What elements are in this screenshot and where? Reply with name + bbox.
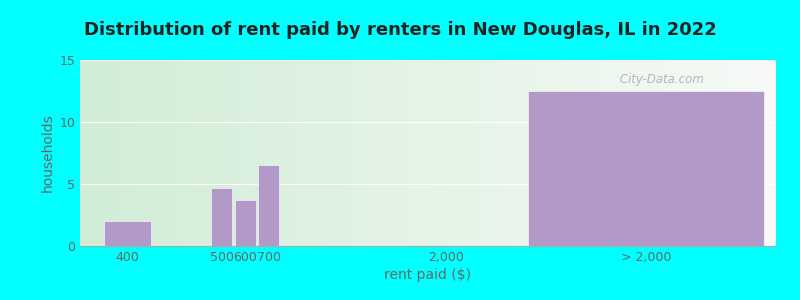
Text: City-Data.com: City-Data.com	[616, 73, 704, 86]
Bar	[211, 188, 232, 246]
Bar	[528, 91, 764, 246]
Text: Distribution of rent paid by renters in New Douglas, IL in 2022: Distribution of rent paid by renters in …	[84, 21, 716, 39]
Bar	[234, 200, 256, 246]
Bar	[103, 221, 150, 246]
Bar	[258, 165, 279, 246]
Y-axis label: households: households	[41, 114, 55, 192]
X-axis label: rent paid ($): rent paid ($)	[385, 268, 471, 282]
